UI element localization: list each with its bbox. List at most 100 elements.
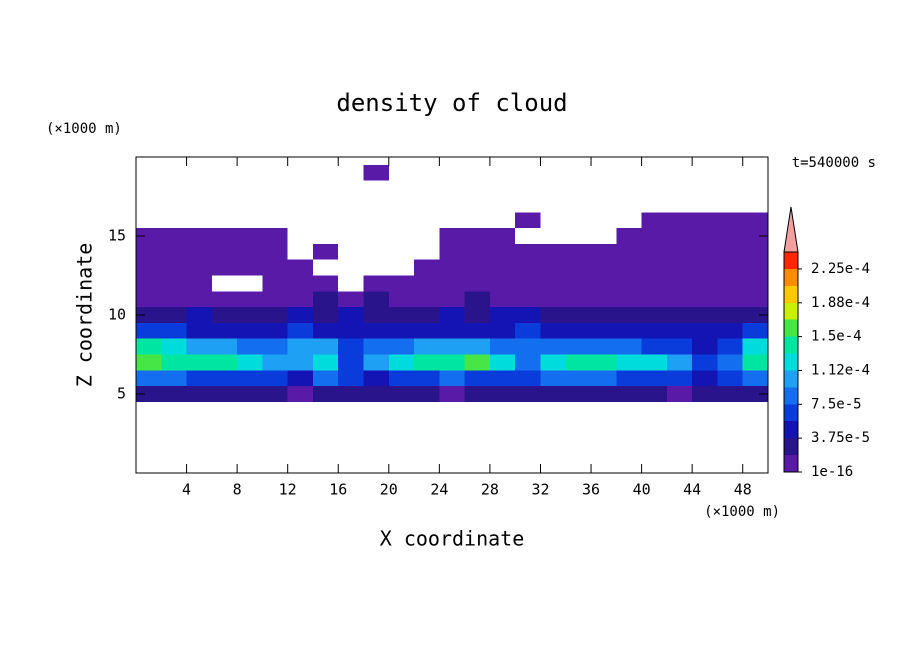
contour-cell — [742, 386, 768, 402]
contour-cell — [666, 212, 693, 229]
contour-cell — [312, 291, 339, 308]
contour-cell — [363, 307, 389, 323]
contour-cell — [515, 275, 541, 292]
contour-cell — [338, 307, 364, 323]
contour-cell — [540, 307, 566, 323]
contour-cell — [439, 386, 465, 402]
contour-cell — [742, 228, 768, 244]
contour-cell — [262, 243, 288, 260]
contour-cell — [211, 291, 238, 308]
contour-cell — [186, 228, 212, 244]
contour-cell — [540, 370, 566, 387]
contour-cell — [540, 354, 566, 371]
contour-cell — [186, 291, 212, 308]
contour-cell — [312, 243, 339, 260]
contour-cell — [439, 259, 465, 276]
contour-cell — [211, 259, 238, 276]
contour-cell — [742, 212, 768, 229]
contour-cell — [464, 228, 490, 244]
contour-cell — [287, 370, 313, 387]
colorbar-bin — [784, 319, 798, 337]
colorbar-bin — [784, 370, 798, 388]
contour-cell — [161, 354, 187, 371]
contour-cell — [489, 338, 516, 355]
colorbar-label: 1.12e-4 — [811, 362, 870, 378]
contour-cell — [666, 370, 693, 387]
contour-cell — [287, 275, 313, 292]
contour-cell — [388, 291, 415, 308]
contour-cell — [641, 212, 667, 229]
contour-cell — [565, 307, 592, 323]
contour-cell — [262, 307, 288, 323]
contour-cell — [464, 354, 490, 371]
contour-cell — [186, 275, 212, 292]
contour-cell — [136, 354, 162, 371]
contour-cell — [515, 322, 541, 339]
contour-cell — [489, 386, 516, 402]
contour-cell — [464, 386, 490, 402]
contour-cell — [591, 307, 617, 323]
contour-cell — [439, 243, 465, 260]
colorbar-bin — [784, 353, 798, 371]
contour-cell — [641, 354, 667, 371]
contour-cell — [692, 291, 718, 308]
x-tick-label: 8 — [233, 481, 242, 499]
contour-cell — [237, 338, 263, 355]
contour-cell — [211, 338, 238, 355]
contour-cell — [439, 322, 465, 339]
contour-cell — [616, 243, 642, 260]
x-tick-label: 44 — [683, 481, 701, 499]
contour-cell — [717, 386, 743, 402]
contour-cell — [565, 370, 592, 387]
contour-cell — [641, 275, 667, 292]
colorbar-bin — [784, 268, 798, 286]
contour-cell — [388, 275, 415, 292]
contour-cell — [540, 243, 566, 260]
y-tick-label: 15 — [108, 227, 126, 245]
contour-cell — [363, 291, 389, 308]
contour-cell — [742, 307, 768, 323]
contour-cell — [186, 370, 212, 387]
contour-cell — [186, 386, 212, 402]
contour-cell — [540, 275, 566, 292]
contour-cell — [742, 338, 768, 355]
contour-cell — [363, 322, 389, 339]
contour-cell — [742, 259, 768, 276]
contour-cell — [136, 338, 162, 355]
contour-cell — [211, 307, 238, 323]
contour-cell — [641, 386, 667, 402]
contour-cell — [388, 322, 415, 339]
contour-cell — [540, 322, 566, 339]
contour-cell — [186, 243, 212, 260]
contour-cell — [591, 259, 617, 276]
contour-cell — [186, 338, 212, 355]
contour-cell — [414, 275, 440, 292]
x-tick-label: 4 — [182, 481, 191, 499]
contour-cell — [591, 275, 617, 292]
contour-cell — [666, 275, 693, 292]
x-tick-label: 36 — [582, 481, 600, 499]
contour-cell — [717, 243, 743, 260]
contour-cell — [717, 338, 743, 355]
contour-cell — [717, 212, 743, 229]
colorbar-bin — [784, 438, 798, 456]
contour-cell — [717, 370, 743, 387]
contour-cell — [515, 212, 541, 229]
contour-cell — [666, 228, 693, 244]
contour-cell — [211, 228, 238, 244]
contour-cell — [666, 291, 693, 308]
contour-cell — [717, 291, 743, 308]
y-tick-label: 5 — [117, 385, 126, 403]
contour-cell — [161, 370, 187, 387]
contour-cell — [414, 307, 440, 323]
contour-cell — [540, 338, 566, 355]
contour-cell — [565, 354, 592, 371]
contour-cell — [439, 307, 465, 323]
contour-cell — [136, 370, 162, 387]
contour-cell — [262, 259, 288, 276]
contour-cell — [565, 291, 592, 308]
contour-cell — [136, 275, 162, 292]
x-axis-label: X coordinate — [380, 527, 525, 551]
contour-cell — [464, 338, 490, 355]
colorbar-label: 1.5e-4 — [811, 329, 862, 345]
